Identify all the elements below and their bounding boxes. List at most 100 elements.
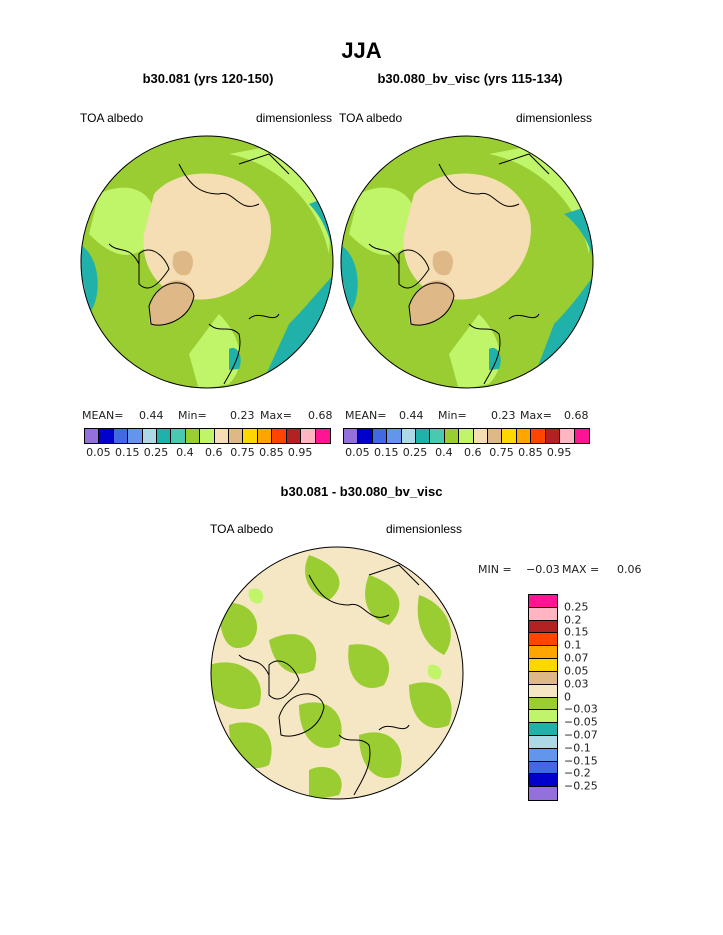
colorbar-swatch	[459, 429, 474, 443]
diff-colorbar-swatch	[529, 659, 557, 672]
colorbar-swatch	[344, 429, 359, 443]
colorbar-tick-label: 0.75	[489, 446, 514, 459]
colorbar-swatch	[574, 429, 589, 443]
diff-colorbar-tick-label: 0.2	[564, 613, 582, 627]
colorbar-tick-label: 0.95	[287, 446, 313, 459]
diff-max-value: 0.06	[617, 563, 642, 576]
diff-colorbar-tick-label: 0.05	[564, 664, 589, 678]
diff-colorbar-swatch	[529, 787, 557, 800]
colorbar-swatch	[229, 429, 244, 443]
panel2-min-label: Min=	[438, 409, 467, 422]
diff-colorbar-swatch	[529, 595, 557, 608]
diff-colorbar-swatch	[529, 684, 557, 698]
panel2-colorbar	[343, 428, 590, 444]
colorbar-tick-label: 0.6	[463, 446, 482, 459]
diff-colorbar-swatch	[529, 633, 557, 647]
panel1-max-value: 0.68	[308, 409, 333, 422]
colorbar-swatch	[286, 429, 302, 443]
diff-colorbar-tick-label: −0.15	[564, 754, 598, 768]
colorbar-tick-label: 0.05	[86, 446, 111, 459]
colorbar-swatch	[387, 429, 402, 443]
colorbar-tick-label: 0.6	[204, 446, 223, 459]
diff-colorbar-swatch	[529, 761, 557, 775]
diff-colorbar-tick-label: 0.15	[564, 625, 589, 639]
diff-title: b30.081 - b30.080_bv_visc	[280, 484, 443, 499]
colorbar-swatch	[272, 429, 287, 443]
colorbar-tick-label: 0.25	[143, 446, 169, 459]
colorbar-swatch	[430, 429, 445, 443]
colorbar-swatch	[516, 429, 532, 443]
colorbar-swatch	[372, 429, 388, 443]
diff-colorbar-swatch	[529, 748, 557, 762]
diff-colorbar-tick-label: 0.03	[564, 677, 589, 691]
diff-colorbar-tick-label: −0.2	[564, 766, 591, 780]
diff-colorbar-tick-label: 0	[564, 690, 571, 703]
diff-colorbar-tick-label: −0.03	[564, 702, 598, 716]
colorbar-swatch	[473, 429, 489, 443]
diff-colorbar-swatch	[529, 607, 557, 621]
diff-polar-map	[210, 546, 464, 800]
colorbar-swatch	[85, 429, 100, 443]
diff-colorbar-swatch	[529, 774, 557, 788]
diff-colorbar-swatch	[529, 671, 557, 685]
panel1-polar-map	[80, 135, 334, 389]
main-title: JJA	[341, 38, 382, 63]
panel2-max-value: 0.68	[564, 409, 589, 422]
colorbar-tick-label: 0.4	[435, 446, 453, 459]
colorbar-swatch	[358, 429, 373, 443]
panel1-mean-label: MEAN=	[82, 409, 124, 422]
colorbar-swatch	[444, 429, 460, 443]
colorbar-swatch	[502, 429, 517, 443]
colorbar-swatch	[488, 429, 503, 443]
panel1-max-label: Max=	[260, 409, 292, 422]
panel2-polar-map	[340, 135, 594, 389]
panel1-colorbar-ticks: 0.05 0.15 0.25 0.4 0.6 0.75 0.85 0.95	[84, 446, 329, 460]
diff-colorbar-swatch	[529, 620, 557, 634]
diff-min-label: MIN =	[478, 563, 512, 576]
diff-colorbar-tick-label: 0.1	[564, 638, 582, 652]
colorbar-swatch	[142, 429, 158, 443]
colorbar-swatch	[214, 429, 230, 443]
panel1-min-value: 0.23	[230, 409, 255, 422]
diff-max-label: MAX =	[562, 563, 600, 576]
panel2-colorbar-ticks: 0.05 0.15 0.25 0.4 0.6 0.75 0.85 0.95	[343, 446, 588, 460]
colorbar-swatch	[545, 429, 561, 443]
panel1-min-label: Min=	[178, 409, 207, 422]
colorbar-swatch	[99, 429, 114, 443]
diff-colorbar-swatch	[529, 735, 557, 749]
panel2-variable-label: TOA albedo	[339, 111, 403, 125]
diff-colorbar-swatch	[529, 710, 557, 724]
colorbar-tick-label: 0.15	[114, 446, 140, 459]
panel1-case-title: b30.081 (yrs 120-150)	[142, 71, 274, 86]
panel2-max-label: Max=	[520, 409, 552, 422]
colorbar-tick-label: 0.75	[230, 446, 255, 459]
colorbar-swatch	[113, 429, 129, 443]
colorbar-tick-label: 0.95	[546, 446, 572, 459]
colorbar-swatch	[531, 429, 546, 443]
colorbar-tick-label: 0.4	[176, 446, 194, 459]
panel2-min-value: 0.23	[491, 409, 516, 422]
colorbar-swatch	[257, 429, 273, 443]
colorbar-swatch	[171, 429, 186, 443]
colorbar-swatch	[200, 429, 215, 443]
colorbar-tick-label: 0.85	[518, 446, 543, 459]
colorbar-swatch	[185, 429, 201, 443]
panel1-mean-value: 0.44	[139, 409, 164, 422]
panel1-colorbar	[84, 428, 331, 444]
colorbar-tick-label: 0.05	[345, 446, 370, 459]
diff-variable-label: TOA albedo	[210, 522, 274, 536]
colorbar-swatch	[128, 429, 143, 443]
panel2-mean-value: 0.44	[399, 409, 424, 422]
diff-colorbar-ticks: 0.25 0.2 0.15 0.1 0.07 0.05 0.03 0 −0.03 −0.05 −0.…	[564, 594, 614, 799]
diff-min-value: −0.03	[526, 563, 560, 576]
diff-colorbar-tick-label: −0.1	[564, 741, 591, 755]
colorbar-tick-label: 0.25	[402, 446, 428, 459]
colorbar-swatch	[560, 429, 575, 443]
diff-colorbar-tick-label: −0.05	[564, 715, 598, 729]
colorbar-swatch	[243, 429, 258, 443]
colorbar-tick-label: 0.85	[259, 446, 284, 459]
colorbar-swatch	[315, 429, 330, 443]
colorbar-swatch	[301, 429, 316, 443]
colorbar-swatch	[401, 429, 417, 443]
panel2-units-label: dimensionless	[516, 111, 593, 125]
